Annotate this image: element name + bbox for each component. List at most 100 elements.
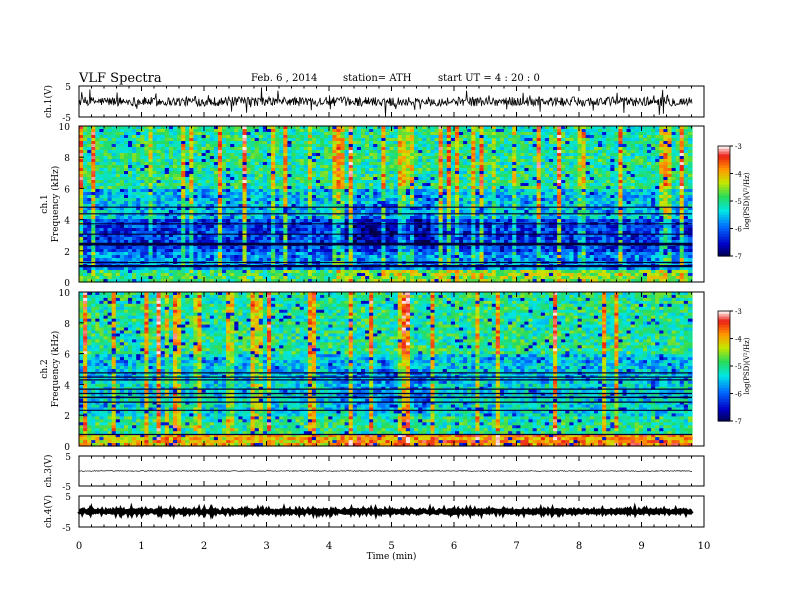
spec1-cell (238, 231, 244, 235)
spec1-cell (83, 237, 88, 241)
spec1-cell (103, 198, 109, 202)
spec1-cell (140, 126, 145, 130)
spec1-cell (144, 207, 150, 211)
spec1-cell (148, 252, 154, 256)
spec1-cell (177, 246, 182, 250)
spec1-cell (230, 132, 235, 136)
spec1-cell (217, 225, 223, 229)
spec1-cell (205, 270, 211, 274)
spec1-cell (209, 207, 215, 211)
spec1-cell (213, 135, 219, 139)
spec1-cell (140, 234, 145, 238)
spec1-cell (246, 180, 252, 184)
spec1-cell (189, 216, 194, 220)
ch1-ytick-bottom: -5 (62, 114, 71, 124)
spec1-cell (144, 192, 150, 196)
spec1-cell (132, 273, 137, 277)
spec1-cell (177, 207, 182, 211)
spec1-cell (201, 138, 207, 142)
spec1-cell (144, 228, 150, 232)
spec1-cell (107, 195, 113, 199)
spec1-cell (99, 144, 105, 148)
spec1-cell (197, 126, 203, 130)
spec1-cell (238, 153, 244, 157)
spec1-cell (164, 234, 170, 238)
spec1-cell (140, 147, 145, 151)
spec1-cell (115, 198, 121, 202)
spec1-cell (136, 225, 141, 229)
spec1-cell (209, 174, 215, 178)
spec1-cell (107, 249, 113, 253)
spec1-cell (111, 270, 117, 274)
spec1-cell (144, 180, 150, 184)
spec1-cell (246, 210, 252, 214)
spec1-cell (201, 216, 207, 220)
spec1-cell (156, 165, 162, 169)
spec1-cell (144, 159, 150, 163)
spec1-cell (230, 249, 235, 253)
spec1-cell (107, 183, 113, 187)
spec1-cell (111, 234, 117, 238)
spec1-cell (177, 159, 182, 163)
spec1-cell (119, 204, 125, 208)
spec1-cell (234, 168, 239, 172)
spec1-cell (197, 156, 203, 160)
spec1-cell (222, 267, 227, 271)
spec1-cell (185, 198, 190, 202)
spec1-cell (205, 171, 211, 175)
spec1-cell (148, 138, 154, 142)
spec1-cell (226, 219, 231, 223)
spec1-cell (156, 180, 162, 184)
spec1-cell (213, 138, 219, 142)
spec1-cell (201, 237, 207, 241)
spec1-cell (95, 147, 100, 151)
spec1-cell (136, 150, 141, 154)
spec1-cell (124, 153, 129, 157)
spec1-cell (226, 174, 231, 178)
spec1-cell (230, 168, 235, 172)
spec1-cell (132, 174, 137, 178)
spec1-cell (222, 129, 227, 133)
spec1-cell (119, 219, 125, 223)
spec1-cell (209, 234, 215, 238)
spec1-cell (156, 192, 162, 196)
spec1-cell (91, 219, 96, 223)
spec1-cell (193, 195, 199, 199)
spec1-cell (99, 156, 105, 160)
spec1-cell (177, 267, 182, 271)
spec1-cell (164, 171, 170, 175)
spec1-cell (160, 156, 166, 160)
spec1-cell (177, 129, 182, 133)
spec1-cell (115, 234, 121, 238)
spec1-cell (91, 153, 96, 157)
spec1-cell (95, 183, 100, 187)
spec1-cell (128, 207, 133, 211)
spec1-cell (181, 138, 186, 142)
spec1-cell (271, 213, 276, 217)
spec1-cell (254, 147, 260, 151)
spec1-cell (234, 138, 239, 142)
spec1-cell (205, 255, 211, 259)
spec1-cell (230, 195, 235, 199)
spec1-cell (79, 270, 84, 274)
spec1-cell (173, 219, 178, 223)
spec1-cell (152, 195, 158, 199)
spec1-cell (197, 213, 203, 217)
spec1-cell (148, 180, 154, 184)
spec1-cell (271, 156, 276, 160)
spec1-cell (254, 258, 260, 262)
spec1-cell (95, 141, 100, 145)
spec1-cell (258, 183, 264, 187)
spec1-cell (238, 249, 244, 253)
spec1-cell (222, 159, 227, 163)
spec1-cell (242, 255, 248, 259)
spec1-cell (107, 216, 113, 220)
spec1-cell (173, 153, 178, 157)
spec1-cell (222, 201, 227, 205)
spec1-cell (128, 132, 133, 136)
spec1-cell (91, 204, 96, 208)
spec1-cell (111, 177, 117, 181)
spec1-cell (234, 135, 239, 139)
spec1-cell (213, 132, 219, 136)
spec1-cell (246, 174, 252, 178)
